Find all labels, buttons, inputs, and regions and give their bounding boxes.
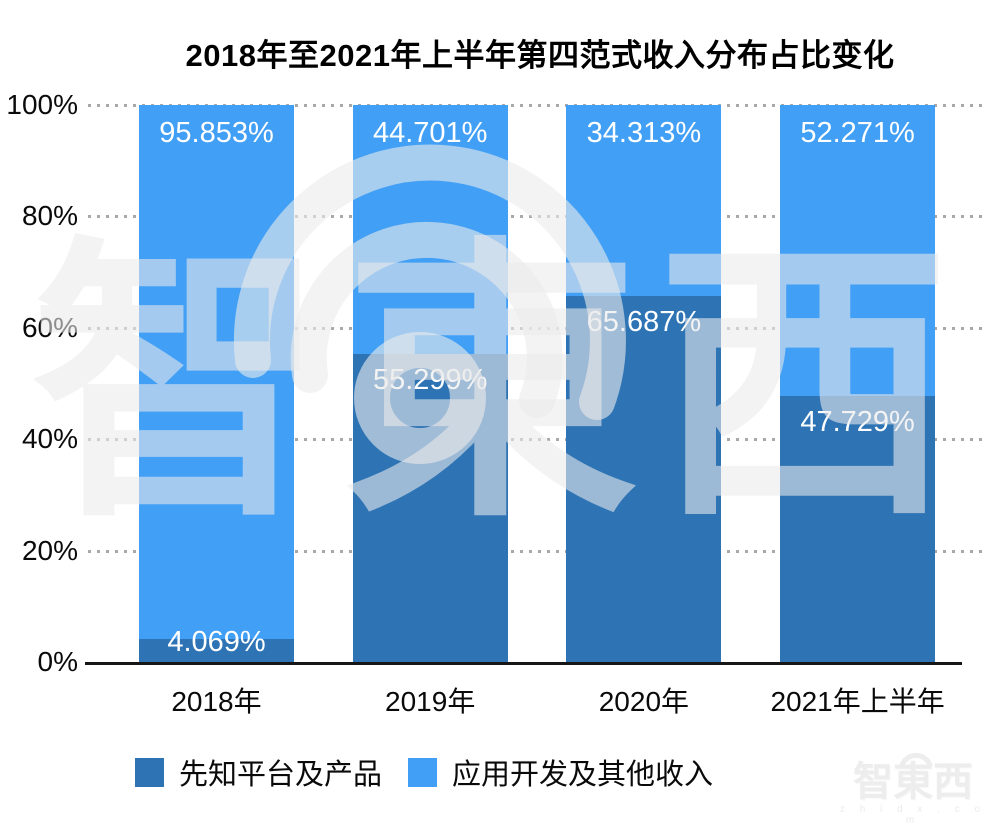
bar-segment-light: 95.853%: [139, 105, 294, 639]
corner-logo-text: 智東西: [853, 760, 973, 804]
y-tick-label: 40%: [21, 423, 78, 455]
zhidx-corner-logo: 智東西 z h i d x . c o m: [838, 752, 988, 826]
corner-logo-site-text: z h i d x . c o m: [839, 804, 987, 826]
gridline: [88, 549, 988, 553]
bar-value-label: 65.687%: [586, 306, 702, 338]
bar-segment-light: 44.701%: [352, 105, 508, 354]
legend-swatch-dark: [135, 757, 164, 787]
bar-segment-dark: 65.687%: [566, 296, 722, 662]
x-axis-line: [85, 662, 962, 665]
y-tick-label: 20%: [21, 534, 78, 566]
legend-item-light-series: 应用开发及其他收入: [408, 751, 713, 793]
bar-value-label: 4.069%: [167, 626, 266, 658]
chart-title: 2018年至2021年上半年第四范式收入分布占比变化: [185, 38, 895, 73]
bar-group: 95.853% 4.069%: [139, 105, 294, 662]
bar-group: 34.313% 65.687%: [566, 105, 722, 662]
gridline: [88, 104, 988, 107]
bar-value-label: 44.701%: [372, 117, 488, 149]
x-axis-label: 2021年上半年: [770, 686, 945, 717]
bar-segment-dark: 47.729%: [780, 396, 936, 662]
bar-value-label: 34.313%: [586, 117, 702, 149]
legend-swatch-light: [408, 757, 438, 787]
gridline: [88, 438, 988, 442]
y-tick-label: 80%: [21, 200, 78, 232]
bar-group: 44.701% 55.299%: [352, 105, 508, 662]
x-axis-label: 2020年: [598, 686, 690, 717]
x-axis-label: 2019年: [385, 686, 476, 717]
bar-segment-light: 52.271%: [780, 105, 936, 396]
bar-value-label: 95.853%: [159, 117, 274, 149]
legend-label: 先知平台及产品: [179, 759, 383, 791]
bar-group: 52.271% 47.729%: [780, 105, 936, 662]
y-tick-label: 100%: [6, 89, 78, 120]
legend-label: 应用开发及其他收入: [452, 759, 714, 791]
bar-value-label: 55.299%: [372, 364, 488, 396]
y-tick-label: 0%: [37, 646, 78, 677]
bar-segment-light: 34.313%: [566, 105, 722, 296]
corner-logo-arc-icon: [899, 752, 933, 767]
x-axis-label: 2018年: [171, 686, 262, 717]
legend-item-dark-series: 先知平台及产品: [135, 751, 382, 793]
bar-value-label: 52.271%: [800, 117, 915, 149]
bar-value-label: 47.729%: [800, 406, 915, 438]
bar-segment-dark: 55.299%: [352, 354, 508, 662]
y-tick-label: 60%: [21, 311, 78, 343]
legend: 先知平台及产品 应用开发及其他收入: [135, 751, 713, 793]
bar-segment-dark: 4.069%: [139, 627, 294, 662]
